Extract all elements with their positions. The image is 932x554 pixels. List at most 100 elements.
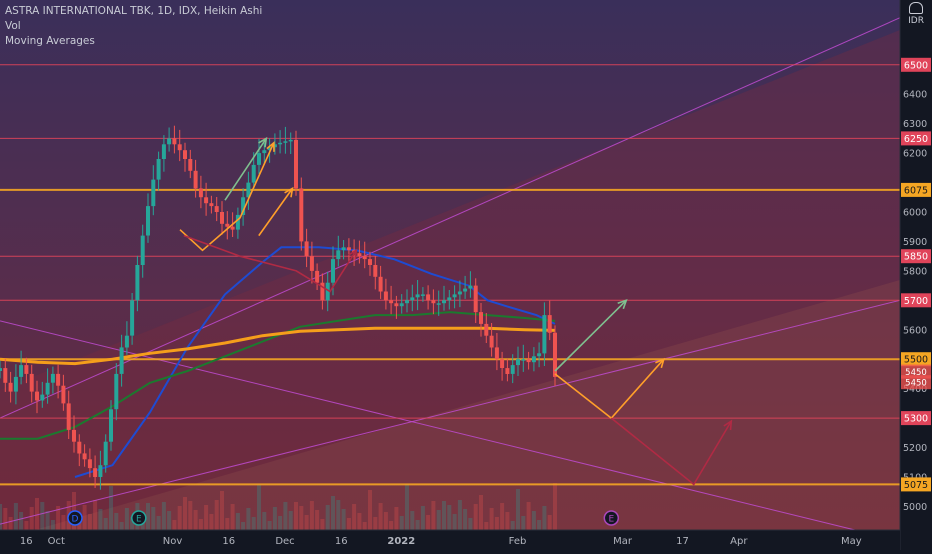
chart-title[interactable]: ASTRA INTERNATIONAL TBK, 1D, IDX, Heikin…	[5, 5, 263, 17]
candle-body	[336, 250, 341, 260]
level-tag-text: 6075	[904, 185, 928, 196]
candle-body	[394, 303, 399, 307]
candle-body	[161, 144, 166, 159]
volume-bars	[0, 483, 557, 530]
event-marker-E	[603, 510, 620, 526]
volume-bar	[193, 510, 198, 530]
volume-bar	[521, 516, 526, 530]
candle-body	[537, 353, 542, 357]
volume-bar	[183, 497, 187, 530]
candle-body	[77, 441, 82, 454]
volume-bar	[368, 490, 372, 530]
level-tag-5300	[901, 411, 931, 426]
volume-bar	[167, 511, 172, 530]
volume-bar	[114, 513, 119, 530]
candle-body	[146, 206, 150, 236]
volume-bar	[394, 507, 399, 530]
volume-bar	[272, 507, 277, 530]
candle-body	[542, 315, 547, 354]
volume-bar	[352, 504, 357, 530]
volume-bar	[156, 516, 161, 530]
volume-bar	[288, 511, 293, 530]
volume-bar	[283, 502, 288, 530]
currency-box[interactable]: IDR	[908, 2, 924, 26]
volume-bar	[373, 517, 378, 530]
moving-averages	[0, 246, 556, 478]
volume-bar	[45, 511, 50, 530]
candle-body	[299, 188, 304, 242]
candle-body	[93, 468, 98, 477]
level-tag-text: 5850	[904, 252, 928, 263]
candle-body	[230, 226, 235, 230]
volume-label[interactable]: Vol	[5, 20, 21, 32]
time-axis[interactable]	[0, 530, 900, 550]
volume-bar	[19, 512, 24, 530]
volume-bar	[8, 517, 13, 530]
volume-bar	[426, 515, 431, 530]
price-axis[interactable]	[900, 0, 932, 550]
candle-body	[214, 206, 219, 212]
candle-body	[325, 282, 330, 301]
candle-body	[484, 323, 489, 336]
candle-body	[198, 188, 203, 198]
volume-bar	[489, 508, 494, 530]
volume-bar	[463, 509, 468, 530]
volume-bar	[225, 518, 230, 530]
volume-bar	[415, 520, 420, 530]
volume-bar	[500, 503, 505, 530]
candle-body	[309, 256, 314, 271]
projection-arrow	[610, 417, 732, 486]
arrow-head	[348, 248, 358, 260]
candle-body	[510, 365, 515, 374]
volume-bar	[61, 515, 66, 530]
volume-bar	[431, 501, 436, 530]
volume-bar	[510, 521, 515, 530]
level-tag-text: 5075	[904, 480, 928, 491]
volume-bar	[452, 514, 457, 530]
candle-body	[45, 382, 50, 395]
volume-bar	[341, 509, 346, 530]
candle-body	[72, 429, 76, 442]
volume-bar	[161, 502, 166, 530]
candle-body	[3, 368, 8, 383]
volume-bar	[267, 521, 272, 530]
volume-bar	[40, 502, 45, 530]
candle-body	[188, 159, 193, 171]
candle-body	[373, 265, 378, 277]
x-tick-label: Oct	[48, 536, 65, 547]
y-tick-label: 6000	[903, 208, 927, 219]
arrow-head	[655, 357, 666, 369]
volume-bar	[124, 508, 129, 530]
bell-icon[interactable]	[909, 2, 924, 14]
volume-bar	[214, 500, 219, 530]
volume-bar	[204, 505, 209, 530]
candle-body	[500, 359, 505, 368]
candle-body	[177, 144, 182, 151]
ma-line-3	[0, 326, 556, 366]
candle-body	[172, 138, 177, 145]
candle-body	[193, 170, 198, 189]
moving-averages-label[interactable]: Moving Averages	[5, 35, 95, 47]
volume-bar	[315, 510, 320, 530]
candle-body	[436, 303, 441, 305]
x-tick-label: Nov	[163, 536, 183, 547]
candle-body	[357, 253, 362, 257]
candle-body	[235, 214, 240, 230]
volume-bar	[309, 501, 314, 530]
currency-label: IDR	[908, 16, 924, 26]
projection-arrow	[258, 187, 294, 237]
candles	[0, 125, 557, 490]
x-tick-label: 16	[335, 536, 348, 547]
volume-bar	[93, 500, 98, 530]
candle-body	[82, 453, 87, 460]
candle-body	[447, 297, 452, 301]
candle-body	[151, 179, 156, 207]
projection-arrow	[224, 137, 267, 201]
candle-body	[135, 265, 140, 301]
candle-body	[204, 197, 209, 204]
y-tick-label: 5000	[903, 502, 927, 513]
volume-bar	[29, 507, 34, 530]
